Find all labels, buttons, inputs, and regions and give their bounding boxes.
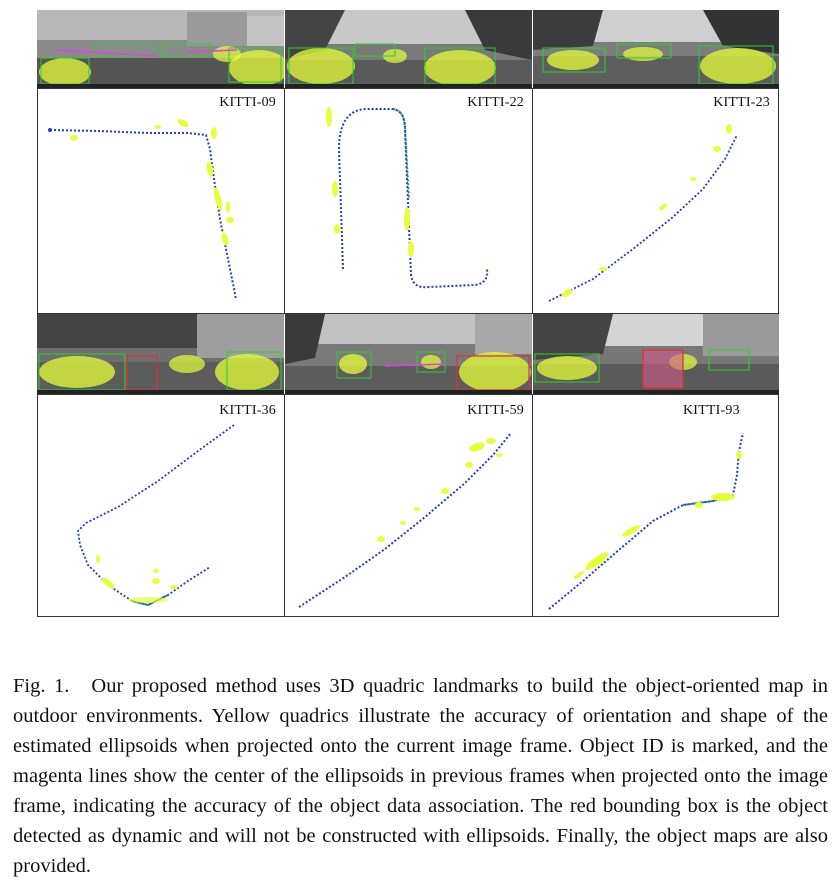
panel-label: KITTI-93	[683, 403, 740, 418]
object-map-kitti-23: KITTI-23	[532, 88, 779, 314]
panel-label: KITTI-59	[467, 403, 524, 418]
object-map-kitti-22: KITTI-22	[284, 88, 533, 314]
object-map-kitti-59: KITTI-59	[284, 394, 533, 617]
panel-label: KITTI-23	[713, 95, 770, 110]
panel-label: KITTI-36	[219, 403, 276, 418]
camera-frame-kitti-93	[533, 314, 779, 394]
camera-frame-kitti-23	[533, 10, 779, 88]
panel-label: KITTI-09	[219, 95, 276, 110]
camera-frame-kitti-22	[285, 10, 532, 88]
caption-label: Fig. 1.	[13, 674, 70, 697]
camera-frame-kitti-59	[285, 314, 532, 394]
object-map-kitti-09: KITTI-09	[37, 88, 285, 314]
camera-frame-kitti-09	[37, 10, 284, 88]
camera-frame-kitti-36	[37, 314, 284, 394]
object-map-kitti-93: KITTI-93	[532, 394, 779, 617]
panel-label: KITTI-22	[467, 95, 524, 110]
caption-text: Our proposed method uses 3D quadric land…	[13, 674, 828, 877]
figure: KITTI-09 KITTI-22 KITTI-23	[37, 10, 779, 617]
object-map-kitti-36: KITTI-36	[37, 394, 285, 617]
figure-caption: Fig. 1. Our proposed method uses 3D quadr…	[13, 671, 828, 881]
